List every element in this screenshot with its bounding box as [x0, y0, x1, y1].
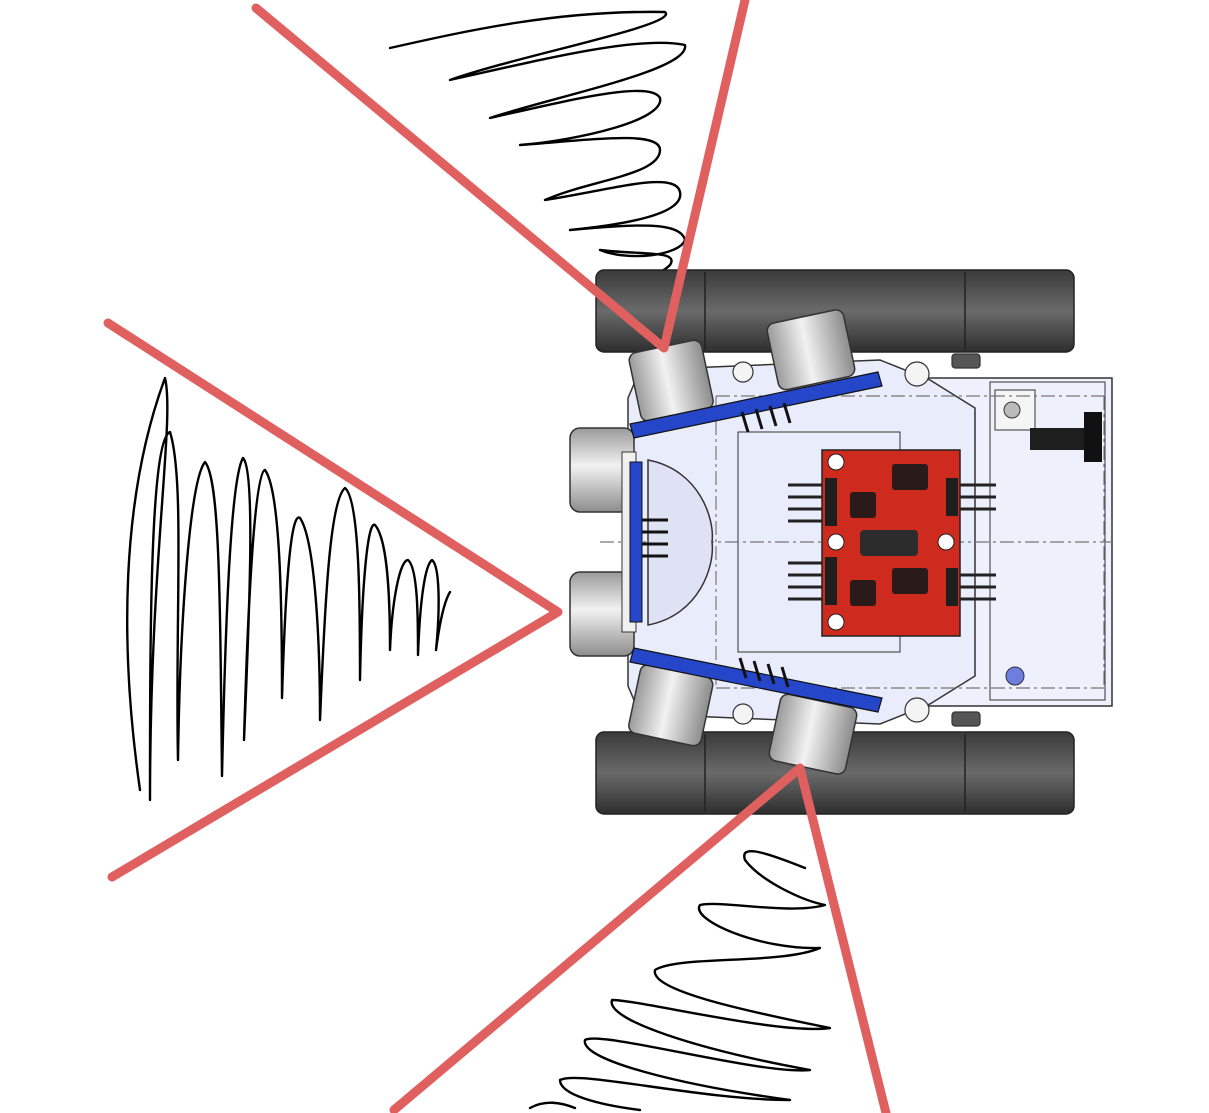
sensor-pcb-lower: [629, 647, 883, 713]
wave-scribble-left: [126, 376, 452, 802]
motor-driver-board: [788, 449, 996, 637]
ultrasonic-sensor-left: [569, 427, 668, 657]
detection-cone-left: [103, 318, 563, 882]
robot: [569, 269, 1113, 815]
sensor-pcb-upper: [629, 371, 883, 439]
detection-cone-down: [389, 763, 891, 1113]
detection-cone-up: [251, 0, 750, 353]
rear-switch: [994, 389, 1102, 686]
front-bumper: [647, 459, 714, 626]
ultrasonic-sensor-upper: [766, 309, 856, 391]
wave-scribble-lower: [528, 849, 832, 1112]
wave-scribble-upper: [388, 10, 687, 284]
screws: [732, 353, 981, 727]
ultrasonic-sensor-lower: [768, 693, 858, 775]
